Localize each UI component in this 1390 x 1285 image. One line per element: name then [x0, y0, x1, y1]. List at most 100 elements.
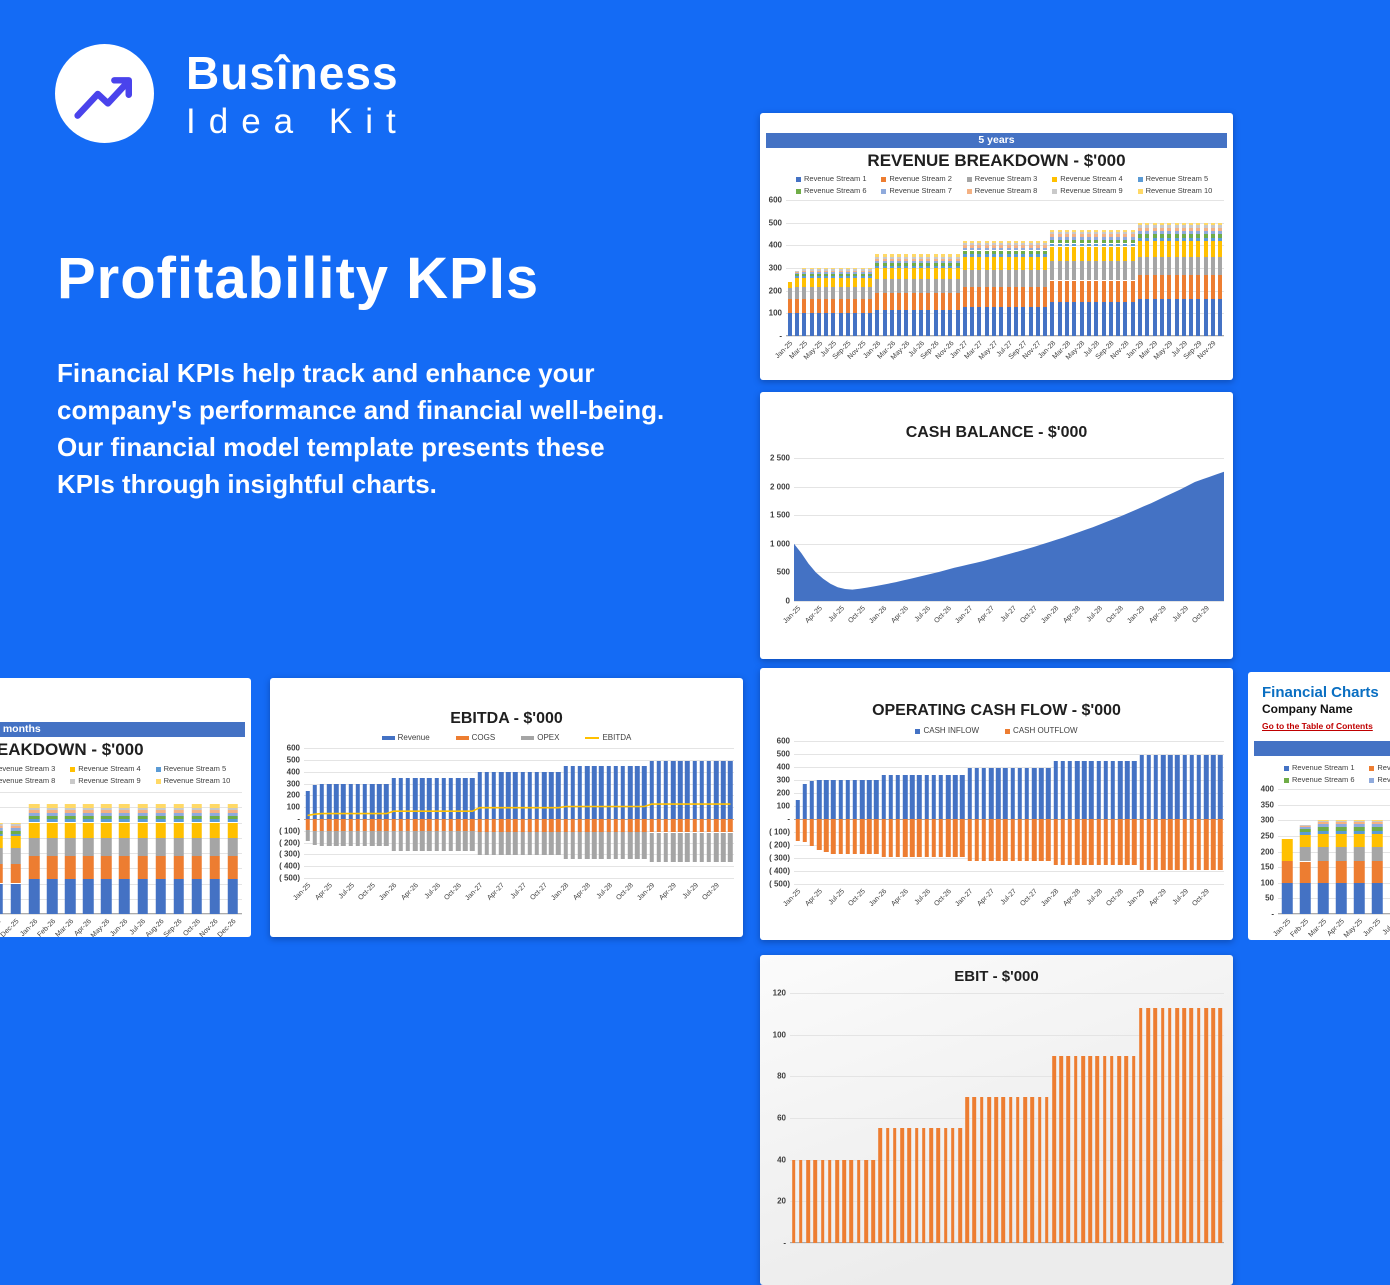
bar-segment	[1017, 767, 1022, 819]
bar-segment	[1028, 250, 1033, 254]
bar-segment	[46, 815, 58, 820]
legend-label: Revenue Stream 4	[1060, 174, 1123, 183]
bar-segment	[838, 287, 843, 299]
x-axis-label: Jan-28	[1040, 605, 1061, 626]
bar-segment	[670, 761, 676, 819]
chart-card-financial-charts: Financial Charts Company Name Go to the …	[1248, 672, 1390, 940]
bar-segment	[1057, 243, 1062, 247]
bar-segment	[1101, 236, 1106, 240]
bar-segment	[1211, 240, 1216, 257]
x-axis-label: Oct-27	[1019, 888, 1040, 908]
bar-segment	[173, 819, 184, 823]
bar-segment	[1146, 755, 1151, 819]
bar-segment	[369, 830, 375, 847]
bar-segment	[940, 263, 945, 266]
bar-segment	[1108, 302, 1113, 336]
bar-segment	[1094, 243, 1099, 247]
bar-segment	[970, 287, 975, 307]
bar-segment	[420, 778, 425, 819]
bar-segment	[642, 766, 647, 819]
bar-segment	[592, 766, 597, 819]
bar-segment	[1066, 1055, 1071, 1243]
bar-segment	[699, 761, 704, 819]
bar-segment	[962, 243, 967, 246]
bar-segment	[1102, 1055, 1107, 1243]
x-axis: Jan-25 Mar-25 May-25 Jul-25 Sep-25 Nov-25 Jan-…	[775, 336, 1224, 372]
bar-segment	[46, 807, 58, 810]
bar-segment	[889, 268, 894, 280]
bar-segment	[173, 812, 184, 816]
legend-marker	[1369, 765, 1375, 771]
bar-segment	[627, 818, 633, 833]
bar-segment	[931, 819, 936, 858]
bar-segment	[1060, 819, 1065, 865]
bar-segment	[606, 766, 611, 819]
bar-segment	[816, 269, 821, 271]
bar-segment	[592, 832, 597, 859]
bar-segment	[1145, 233, 1150, 238]
bar-segment	[1130, 239, 1135, 244]
chart-plot: 600 500 400 300 200 100 - ( 100) ( 200) ( 300) ( 4…	[270, 744, 743, 914]
table-of-contents-link[interactable]: Go to the Table of Contents	[1262, 721, 1373, 731]
bar-segment	[902, 774, 908, 819]
bar-segment	[513, 831, 518, 856]
bar-segment	[802, 298, 807, 314]
bar-segment	[484, 831, 489, 856]
bar-segment	[1072, 231, 1077, 235]
bar-segment	[1159, 256, 1164, 275]
bar-segment	[987, 1097, 991, 1243]
bar-segment	[541, 818, 547, 832]
y-axis-label: 200	[776, 788, 790, 798]
bar-segment	[28, 815, 40, 820]
bar-segment	[1152, 227, 1157, 231]
bar-segment	[794, 271, 799, 272]
bar-segment	[46, 812, 58, 816]
bar-segment	[860, 278, 865, 288]
bar-segment	[948, 268, 953, 280]
bar-segment	[933, 260, 938, 263]
bar-segment	[911, 254, 916, 257]
bar-segment	[1079, 229, 1084, 232]
bar-segment	[83, 815, 94, 820]
bar-segment	[1086, 229, 1091, 232]
bar-segment	[1065, 239, 1070, 244]
plot-row: 600 500 400 300 200 100 - ( 100) ( 200) ( 300) ( 4…	[270, 744, 743, 883]
legend-label: Revenue Stream 5	[163, 764, 227, 773]
bar-segment	[970, 256, 975, 271]
bar-segment	[1160, 755, 1166, 819]
bar-segment	[10, 848, 22, 864]
bar-segment	[992, 306, 997, 336]
bar-segment	[911, 279, 916, 293]
bar-segment	[227, 812, 239, 816]
bar-segment	[1074, 761, 1080, 819]
bar-segment	[988, 767, 994, 819]
bar-segment	[1065, 229, 1070, 232]
chart-legend: Revenue COGS OPEX EBITDA	[270, 733, 743, 743]
bar-segment	[802, 783, 807, 819]
bar-segment	[860, 272, 865, 275]
y-axis-label: 100	[286, 802, 300, 812]
bar-segment	[334, 818, 339, 831]
bar-segment	[527, 772, 532, 819]
gridline	[304, 842, 734, 844]
bar-segment	[64, 815, 76, 820]
bar-segment	[835, 1159, 839, 1243]
bar-segment	[977, 245, 982, 248]
bar-segment	[119, 878, 130, 914]
bar-segment	[1174, 233, 1179, 238]
bar-segment	[1167, 227, 1172, 231]
bar-segment	[1013, 240, 1018, 244]
bar-segment	[1189, 755, 1194, 819]
gridline	[1278, 867, 1390, 869]
bar-segment	[1167, 222, 1172, 225]
bar-segment	[355, 818, 360, 831]
bar-segment	[155, 856, 166, 879]
y-axis-label: ( 400)	[769, 866, 790, 876]
bar-segment	[570, 832, 575, 859]
bar-segment	[999, 270, 1004, 288]
bar-segment	[506, 831, 511, 856]
bar-segment	[613, 766, 618, 819]
bar-segment	[996, 819, 1001, 861]
bar-segment	[919, 309, 924, 336]
bar-segment	[1152, 233, 1157, 238]
